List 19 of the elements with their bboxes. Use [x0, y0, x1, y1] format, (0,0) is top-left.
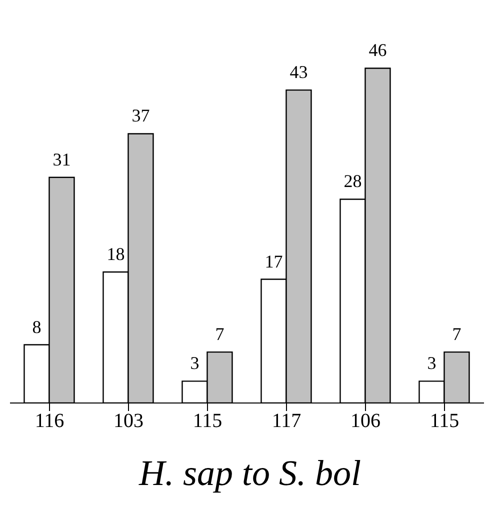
x-tick-label: 115 — [430, 410, 460, 432]
data-label: 3 — [427, 353, 436, 374]
data-label: 7 — [452, 324, 462, 344]
x-tick-label: 117 — [272, 410, 302, 432]
data-label: 28 — [344, 171, 362, 192]
data-label: 17 — [264, 251, 283, 272]
x-tick-label: 106 — [350, 410, 380, 432]
data-label: 7 — [215, 324, 224, 344]
x-axis-title: H. sap to S. bol — [138, 452, 362, 494]
x-tick-label: 116 — [34, 410, 64, 432]
data-label: 8 — [32, 316, 42, 337]
data-label: 31 — [52, 149, 71, 170]
x-tick-label: 103 — [114, 410, 144, 432]
data-label: 46 — [368, 40, 387, 60]
x-tick-label: 115 — [192, 410, 222, 432]
data-label: 18 — [106, 244, 125, 264]
data-label: 37 — [132, 106, 150, 126]
data-label: 43 — [290, 62, 308, 82]
data-label: 3 — [190, 353, 200, 374]
